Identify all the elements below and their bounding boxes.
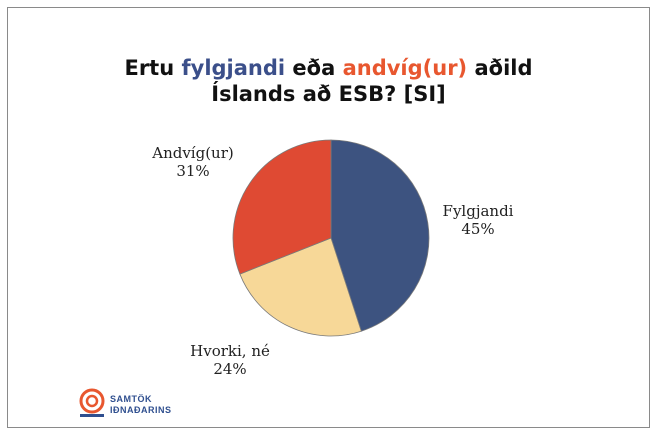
- title-line-2: Íslands að ESB? [SI]: [211, 82, 446, 106]
- slice-label: Andvíg(ur): [151, 144, 234, 162]
- pie-slice-fylgjandi: [330, 139, 430, 332]
- slice-label: Fylgjandi: [443, 202, 514, 220]
- slice-value-label: 31%: [176, 162, 209, 180]
- slide: Ertu fylgjandi eða andvíg(ur) aðild Ísla…: [7, 7, 650, 428]
- spiral-logo-icon: [79, 388, 105, 417]
- logo: SAMTÖK IÐNAÐARINS: [78, 386, 208, 424]
- slice-label: Hvorki, né: [190, 342, 270, 360]
- slice-value-label: 24%: [213, 360, 246, 378]
- logo-text-line-2: IÐNAÐARINS: [110, 405, 172, 415]
- title-part: eða: [285, 56, 343, 80]
- chart-title: Ertu fylgjandi eða andvíg(ur) aðild Ísla…: [8, 55, 649, 107]
- pie-slice-hvorki-n: [239, 237, 362, 337]
- logo-text-line-1: SAMTÖK: [110, 394, 152, 404]
- title-part: aðild: [467, 56, 533, 80]
- title-part: Ertu: [124, 56, 182, 80]
- title-andvigur: andvíg(ur): [342, 56, 468, 80]
- title-fylgjandi: fylgjandi: [181, 56, 286, 80]
- slice-value-label: 45%: [461, 220, 494, 238]
- pie-slice-andv-g-ur: [232, 139, 332, 275]
